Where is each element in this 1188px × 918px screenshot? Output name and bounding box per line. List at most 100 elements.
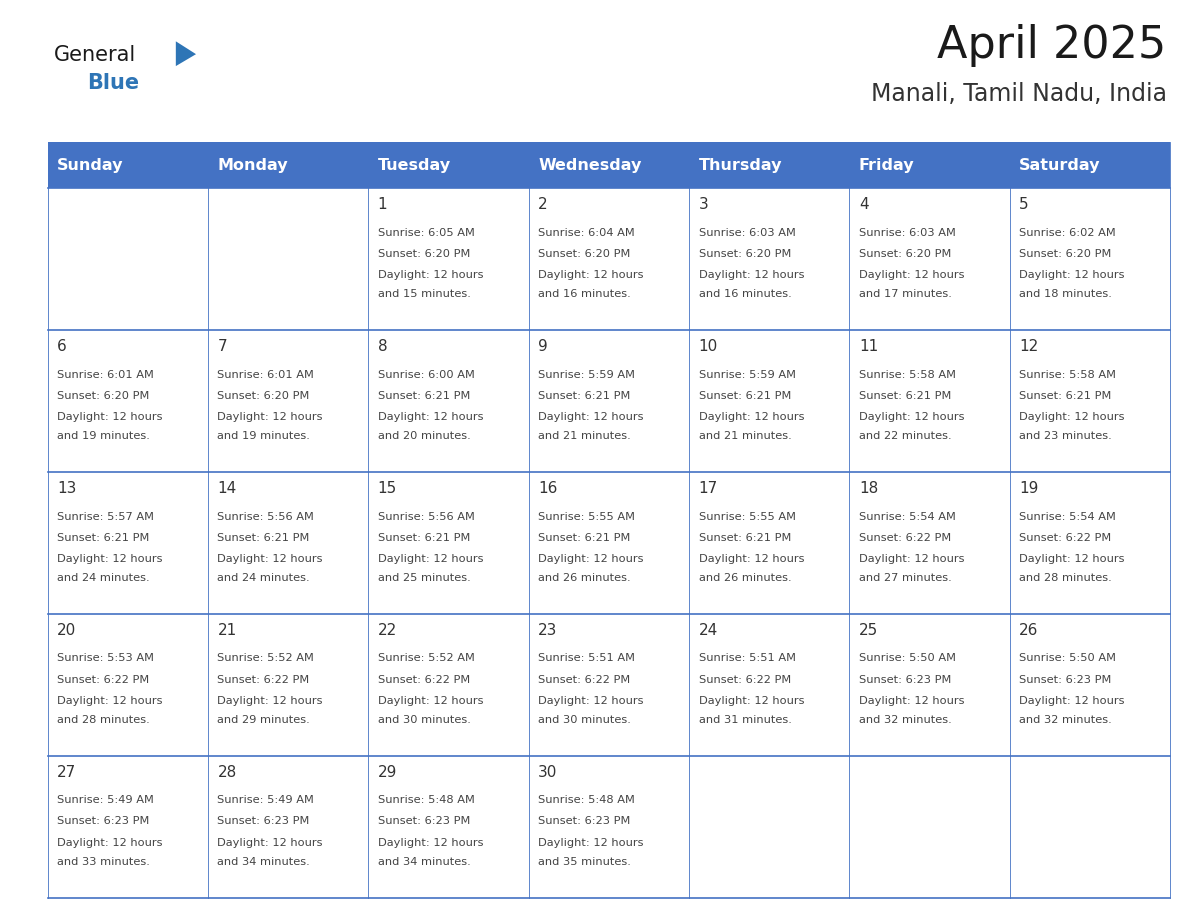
Text: Sunrise: 5:53 AM: Sunrise: 5:53 AM [57, 654, 154, 664]
Text: and 15 minutes.: and 15 minutes. [378, 289, 470, 299]
Text: 16: 16 [538, 481, 557, 497]
Text: Sunrise: 6:04 AM: Sunrise: 6:04 AM [538, 228, 634, 238]
Text: Sunset: 6:20 PM: Sunset: 6:20 PM [378, 249, 470, 259]
Text: Sunrise: 5:50 AM: Sunrise: 5:50 AM [1019, 654, 1117, 664]
Text: Daylight: 12 hours: Daylight: 12 hours [57, 837, 163, 847]
Text: Thursday: Thursday [699, 158, 782, 173]
Text: Sunset: 6:21 PM: Sunset: 6:21 PM [217, 532, 310, 543]
Text: Sunrise: 5:48 AM: Sunrise: 5:48 AM [538, 795, 636, 805]
Bar [48, 330, 1170, 472]
Text: and 22 minutes.: and 22 minutes. [859, 431, 952, 441]
Text: Sunset: 6:22 PM: Sunset: 6:22 PM [859, 532, 952, 543]
Text: and 35 minutes.: and 35 minutes. [538, 856, 631, 867]
Text: Daylight: 12 hours: Daylight: 12 hours [57, 554, 163, 564]
Text: 15: 15 [378, 481, 397, 497]
Text: Daylight: 12 hours: Daylight: 12 hours [378, 696, 484, 706]
Bar [48, 472, 1170, 614]
Text: Daylight: 12 hours: Daylight: 12 hours [57, 412, 163, 421]
Text: Sunset: 6:22 PM: Sunset: 6:22 PM [217, 675, 310, 685]
Text: Sunrise: 6:03 AM: Sunrise: 6:03 AM [859, 228, 956, 238]
Text: Daylight: 12 hours: Daylight: 12 hours [1019, 412, 1125, 421]
Text: Daylight: 12 hours: Daylight: 12 hours [699, 554, 804, 564]
Text: 4: 4 [859, 197, 868, 212]
Text: Saturday: Saturday [1019, 158, 1101, 173]
Bar [48, 756, 1170, 898]
Text: Sunrise: 5:49 AM: Sunrise: 5:49 AM [217, 795, 315, 805]
Text: Sunset: 6:20 PM: Sunset: 6:20 PM [217, 391, 310, 400]
Text: Daylight: 12 hours: Daylight: 12 hours [378, 270, 484, 280]
Text: Sunset: 6:23 PM: Sunset: 6:23 PM [538, 816, 631, 826]
Text: Daylight: 12 hours: Daylight: 12 hours [378, 412, 484, 421]
Text: and 24 minutes.: and 24 minutes. [57, 573, 150, 583]
Text: 18: 18 [859, 481, 878, 497]
Text: 20: 20 [57, 623, 76, 638]
Text: Daylight: 12 hours: Daylight: 12 hours [699, 696, 804, 706]
Text: Sunrise: 5:54 AM: Sunrise: 5:54 AM [1019, 511, 1117, 521]
Text: Sunset: 6:22 PM: Sunset: 6:22 PM [378, 675, 470, 685]
Text: Sunrise: 5:54 AM: Sunrise: 5:54 AM [859, 511, 956, 521]
Text: Sunset: 6:22 PM: Sunset: 6:22 PM [538, 675, 631, 685]
Text: Sunrise: 5:57 AM: Sunrise: 5:57 AM [57, 511, 154, 521]
Text: and 34 minutes.: and 34 minutes. [217, 856, 310, 867]
Text: 9: 9 [538, 340, 548, 354]
Text: Sunset: 6:21 PM: Sunset: 6:21 PM [378, 391, 470, 400]
Text: Sunrise: 5:51 AM: Sunrise: 5:51 AM [538, 654, 636, 664]
Text: Sunset: 6:21 PM: Sunset: 6:21 PM [699, 391, 791, 400]
Text: Daylight: 12 hours: Daylight: 12 hours [699, 270, 804, 280]
Text: and 28 minutes.: and 28 minutes. [1019, 573, 1112, 583]
Text: Sunset: 6:22 PM: Sunset: 6:22 PM [699, 675, 791, 685]
Text: and 32 minutes.: and 32 minutes. [859, 715, 952, 725]
Text: Sunset: 6:23 PM: Sunset: 6:23 PM [57, 816, 150, 826]
Text: Sunset: 6:20 PM: Sunset: 6:20 PM [699, 249, 791, 259]
Bar [48, 188, 1170, 330]
Text: 7: 7 [217, 340, 227, 354]
Text: and 18 minutes.: and 18 minutes. [1019, 289, 1112, 299]
Text: April 2025: April 2025 [937, 25, 1167, 67]
Text: Sunrise: 5:52 AM: Sunrise: 5:52 AM [217, 654, 315, 664]
Text: and 16 minutes.: and 16 minutes. [699, 289, 791, 299]
Text: Sunrise: 5:51 AM: Sunrise: 5:51 AM [699, 654, 796, 664]
Text: Sunset: 6:21 PM: Sunset: 6:21 PM [1019, 391, 1112, 400]
Text: Sunrise: 5:58 AM: Sunrise: 5:58 AM [859, 370, 956, 379]
Text: 27: 27 [57, 765, 76, 780]
Text: and 30 minutes.: and 30 minutes. [538, 715, 631, 725]
Text: 23: 23 [538, 623, 557, 638]
Text: Sunrise: 5:50 AM: Sunrise: 5:50 AM [859, 654, 956, 664]
Text: Sunset: 6:20 PM: Sunset: 6:20 PM [859, 249, 952, 259]
Text: Sunset: 6:20 PM: Sunset: 6:20 PM [57, 391, 150, 400]
Text: 17: 17 [699, 481, 718, 497]
Text: Daylight: 12 hours: Daylight: 12 hours [538, 412, 644, 421]
Text: and 27 minutes.: and 27 minutes. [859, 573, 952, 583]
Text: Daylight: 12 hours: Daylight: 12 hours [538, 837, 644, 847]
Text: Daylight: 12 hours: Daylight: 12 hours [378, 837, 484, 847]
Text: and 31 minutes.: and 31 minutes. [699, 715, 791, 725]
Text: 6: 6 [57, 340, 67, 354]
Text: 5: 5 [1019, 197, 1029, 212]
Text: Sunrise: 5:56 AM: Sunrise: 5:56 AM [378, 511, 475, 521]
Text: Daylight: 12 hours: Daylight: 12 hours [859, 270, 965, 280]
Text: Sunrise: 5:56 AM: Sunrise: 5:56 AM [217, 511, 315, 521]
Text: Daylight: 12 hours: Daylight: 12 hours [217, 412, 323, 421]
Text: Sunrise: 5:55 AM: Sunrise: 5:55 AM [699, 511, 796, 521]
Text: 14: 14 [217, 481, 236, 497]
Text: Sunset: 6:23 PM: Sunset: 6:23 PM [859, 675, 952, 685]
Text: and 21 minutes.: and 21 minutes. [538, 431, 631, 441]
Text: Sunrise: 6:01 AM: Sunrise: 6:01 AM [217, 370, 315, 379]
Text: Daylight: 12 hours: Daylight: 12 hours [699, 412, 804, 421]
Text: Daylight: 12 hours: Daylight: 12 hours [538, 554, 644, 564]
Text: 22: 22 [378, 623, 397, 638]
Text: 13: 13 [57, 481, 76, 497]
Text: and 25 minutes.: and 25 minutes. [378, 573, 470, 583]
Text: Daylight: 12 hours: Daylight: 12 hours [1019, 554, 1125, 564]
Text: Sunset: 6:21 PM: Sunset: 6:21 PM [378, 532, 470, 543]
Text: Sunrise: 6:02 AM: Sunrise: 6:02 AM [1019, 228, 1116, 238]
Text: Sunrise: 5:55 AM: Sunrise: 5:55 AM [538, 511, 636, 521]
Text: 3: 3 [699, 197, 708, 212]
Text: 2: 2 [538, 197, 548, 212]
Text: Sunrise: 6:05 AM: Sunrise: 6:05 AM [378, 228, 475, 238]
Text: Daylight: 12 hours: Daylight: 12 hours [1019, 696, 1125, 706]
Text: and 17 minutes.: and 17 minutes. [859, 289, 952, 299]
Text: Daylight: 12 hours: Daylight: 12 hours [378, 554, 484, 564]
Text: Sunset: 6:23 PM: Sunset: 6:23 PM [217, 816, 310, 826]
Text: Sunset: 6:20 PM: Sunset: 6:20 PM [1019, 249, 1112, 259]
